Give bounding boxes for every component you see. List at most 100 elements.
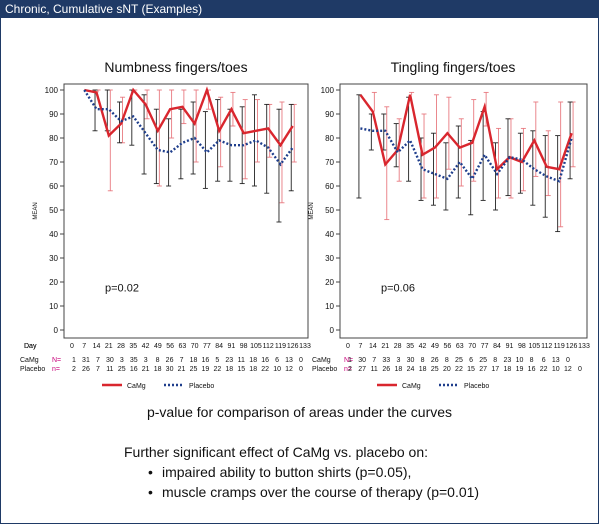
y-tick-label: 20: [49, 278, 58, 287]
n-value-placebo: 12: [564, 366, 572, 373]
plot-frame: [339, 83, 588, 339]
n-value-camg: 13: [285, 357, 293, 364]
x-tick-label: 77: [203, 343, 211, 350]
n-row-camg-label: CaMg: [312, 357, 331, 364]
legend-label-placebo: Placebo: [464, 383, 489, 390]
n-value-placebo: 30: [166, 366, 174, 373]
n-value-placebo: 2: [348, 366, 352, 373]
n-value-camg: 26: [166, 357, 174, 364]
n-value-placebo: 0: [299, 366, 303, 373]
series-line-camg: [84, 86, 294, 148]
n-value-camg: 7: [180, 357, 184, 364]
n-value-placebo: 16: [130, 366, 138, 373]
n-value-camg: 6: [275, 357, 279, 364]
x-tick-label: 105: [250, 343, 262, 350]
n-value-camg: 25: [479, 357, 487, 364]
x-tick-label: 49: [431, 343, 439, 350]
n-value-placebo: 18: [419, 366, 427, 373]
x-tick-label: 28: [394, 343, 402, 350]
n-value-placebo: 18: [225, 366, 233, 373]
n-value-camg: 18: [249, 357, 257, 364]
n-value-camg: 8: [421, 357, 425, 364]
n-value-placebo: 11: [106, 366, 113, 373]
y-tick-label: 60: [325, 182, 334, 191]
n-value-camg: 23: [225, 357, 233, 364]
day-row-label: Day: [24, 343, 37, 350]
p-value-annotation: p=0.02: [105, 283, 139, 295]
n-value-placebo: 21: [178, 366, 186, 373]
y-tick-label: 0: [330, 326, 335, 335]
n-row-n-label: n=: [344, 366, 352, 373]
p-value-annotation: p=0.06: [381, 283, 415, 295]
x-tick-label: 49: [154, 343, 162, 350]
n-value-camg: 10: [516, 357, 524, 364]
bullet-icon: •: [148, 484, 153, 500]
y-tick-label: 70: [49, 158, 58, 167]
n-value-camg: 7: [372, 357, 376, 364]
n-value-camg: 13: [552, 357, 560, 364]
x-tick-label: 91: [506, 343, 514, 350]
y-tick-label: 50: [49, 206, 58, 215]
n-value-camg: 6: [469, 357, 473, 364]
n-value-camg: 1: [72, 357, 76, 364]
n-value-placebo: 18: [154, 366, 162, 373]
chart-title: Numbness fingers/toes: [104, 59, 247, 75]
legend-label-placebo: Placebo: [189, 383, 214, 390]
n-value-camg: 8: [156, 357, 160, 364]
findings-bullet: • impaired ability to button shirts (p=0.…: [124, 462, 479, 482]
y-tick-label: 50: [325, 206, 334, 215]
x-tick-label: 70: [191, 343, 199, 350]
findings-intro: Further significant effect of CaMg vs. p…: [124, 444, 429, 460]
x-tick-label: 35: [129, 343, 137, 350]
legend-label-camg: CaMg: [402, 383, 421, 390]
series-line-placebo: [360, 127, 573, 183]
n-value-camg: 35: [130, 357, 138, 364]
n-value-placebo: 2: [72, 366, 76, 373]
y-tick-label: 60: [49, 182, 58, 191]
n-value-camg: 3: [396, 357, 400, 364]
n-value-camg: 8: [493, 357, 497, 364]
y-axis-label: MEAN: [33, 202, 39, 219]
n-value-camg: 7: [96, 357, 100, 364]
n-value-camg: 6: [542, 357, 546, 364]
x-tick-label: 14: [93, 343, 101, 350]
n-row-placebo-label: Placebo: [20, 366, 45, 373]
n-value-camg: 3: [144, 357, 148, 364]
n-value-placebo: 22: [261, 366, 269, 373]
n-value-placebo: 25: [190, 366, 198, 373]
x-tick-label: 126: [287, 343, 299, 350]
y-tick-label: 80: [325, 134, 334, 143]
y-tick-label: 20: [325, 278, 334, 287]
x-tick-label: 7: [358, 343, 362, 350]
n-value-placebo: 21: [142, 366, 150, 373]
n-value-placebo: 19: [202, 366, 210, 373]
x-tick-label: 119: [275, 343, 286, 350]
n-row-n-label: N=: [52, 357, 61, 364]
n-value-placebo: 15: [237, 366, 245, 373]
x-tick-label: 112: [263, 343, 274, 350]
n-value-camg: 30: [407, 357, 415, 364]
n-row-camg-label: CaMg: [20, 357, 39, 364]
y-tick-label: 40: [325, 230, 334, 239]
chart-title: Tingling fingers/toes: [391, 59, 516, 75]
findings-bullet-text: muscle cramps over the course of therapy…: [162, 484, 480, 500]
x-tick-label: 119: [554, 343, 565, 350]
n-value-placebo: 27: [479, 366, 487, 373]
n-row-n-label: N=: [344, 357, 353, 364]
x-tick-label: 21: [105, 343, 113, 350]
findings-bullet: • muscle cramps over the course of therap…: [124, 482, 479, 502]
x-tick-label: 77: [481, 343, 489, 350]
slide-title: Chronic, Cumulative sNT (Examples): [1, 1, 598, 18]
n-value-placebo: 17: [491, 366, 499, 373]
x-tick-label: 0: [346, 343, 350, 350]
n-value-camg: 8: [530, 357, 534, 364]
x-tick-label: 70: [468, 343, 476, 350]
y-tick-label: 40: [49, 230, 58, 239]
n-value-placebo: 18: [249, 366, 257, 373]
x-tick-label: 98: [240, 343, 248, 350]
n-value-camg: 23: [503, 357, 511, 364]
y-tick-label: 90: [325, 110, 334, 119]
x-tick-label: 28: [117, 343, 125, 350]
y-tick-label: 100: [45, 86, 59, 95]
